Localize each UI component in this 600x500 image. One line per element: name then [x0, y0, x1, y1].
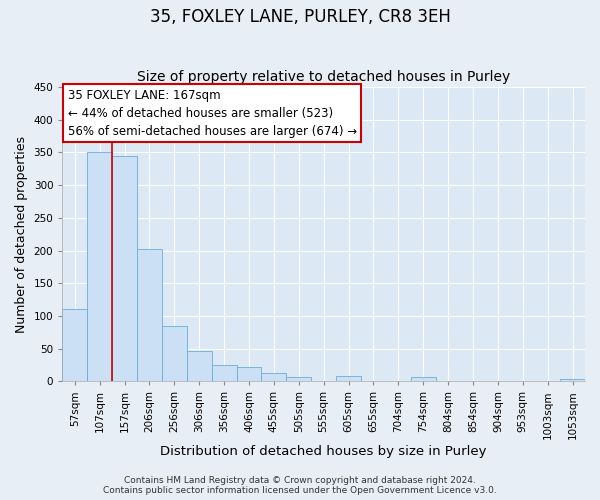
- Bar: [187, 350, 212, 382]
- Bar: [560, 380, 585, 382]
- Bar: [262, 374, 286, 382]
- Y-axis label: Number of detached properties: Number of detached properties: [15, 136, 28, 332]
- X-axis label: Distribution of detached houses by size in Purley: Distribution of detached houses by size …: [160, 444, 487, 458]
- Text: 35, FOXLEY LANE, PURLEY, CR8 3EH: 35, FOXLEY LANE, PURLEY, CR8 3EH: [149, 8, 451, 26]
- Bar: [137, 248, 162, 382]
- Bar: [62, 310, 87, 382]
- Bar: [212, 365, 236, 382]
- Title: Size of property relative to detached houses in Purley: Size of property relative to detached ho…: [137, 70, 510, 85]
- Bar: [112, 156, 137, 382]
- Text: 35 FOXLEY LANE: 167sqm
← 44% of detached houses are smaller (523)
56% of semi-de: 35 FOXLEY LANE: 167sqm ← 44% of detached…: [68, 88, 356, 138]
- Text: Contains HM Land Registry data © Crown copyright and database right 2024.
Contai: Contains HM Land Registry data © Crown c…: [103, 476, 497, 495]
- Bar: [286, 378, 311, 382]
- Bar: [411, 378, 436, 382]
- Bar: [236, 367, 262, 382]
- Bar: [336, 376, 361, 382]
- Bar: [87, 152, 112, 382]
- Bar: [162, 326, 187, 382]
